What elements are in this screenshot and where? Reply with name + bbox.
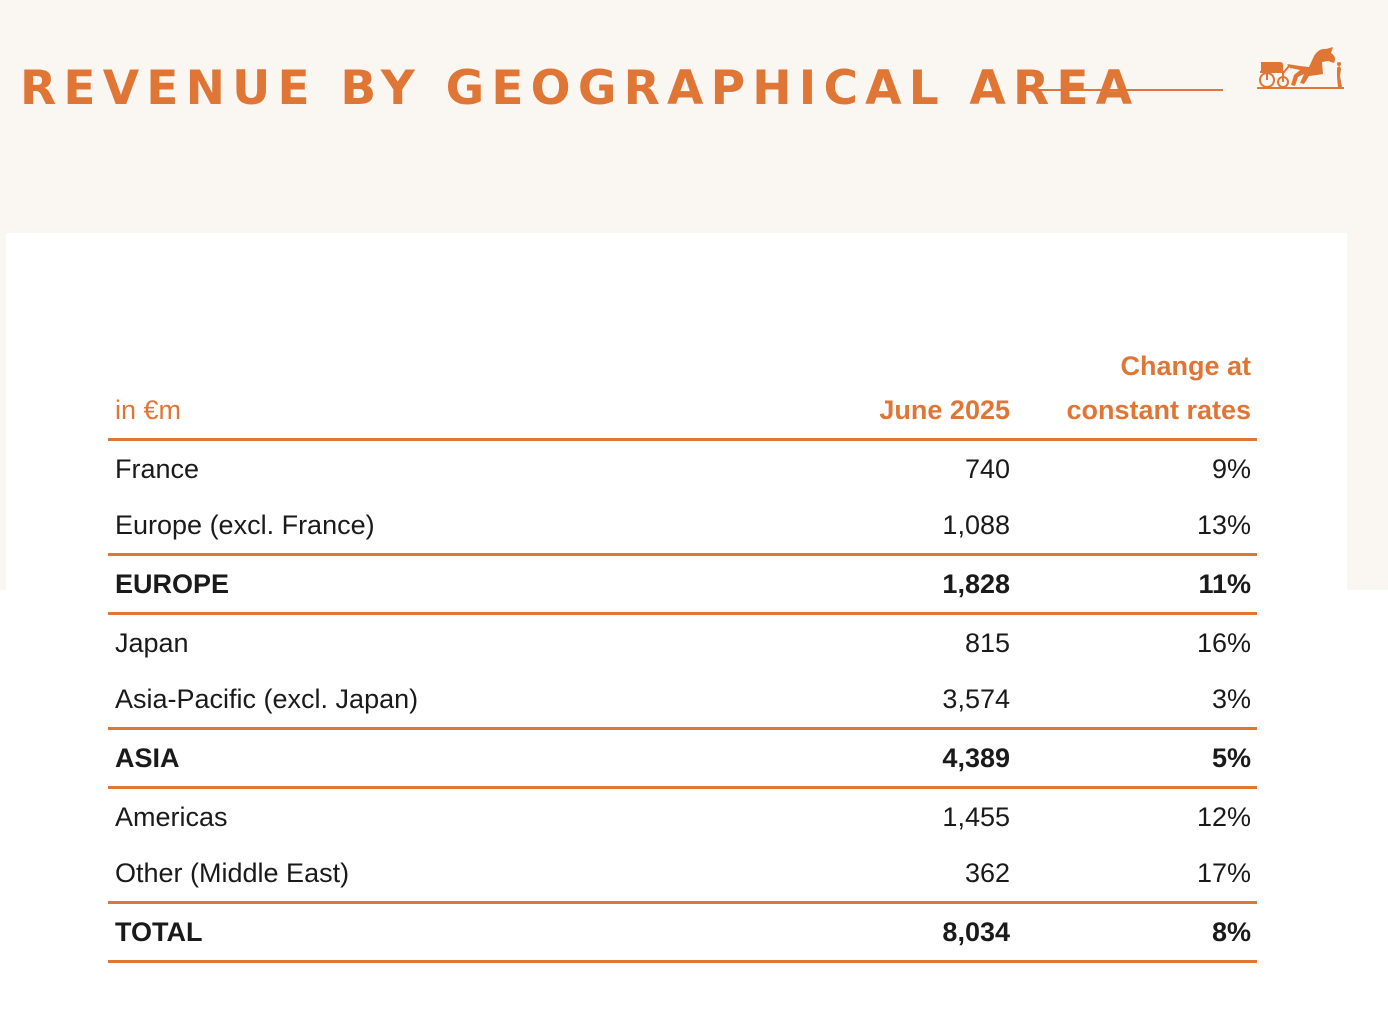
unit-header: in €m bbox=[108, 344, 845, 441]
revenue-value: 1,455 bbox=[942, 801, 1010, 832]
revenue-value: 3,574 bbox=[845, 671, 1010, 730]
region-label: TOTAL bbox=[108, 902, 845, 963]
june-2025-header: June 2025 bbox=[845, 344, 1010, 441]
change-value: 3% bbox=[1010, 671, 1257, 730]
revenue-value: 362 bbox=[845, 845, 1010, 904]
region-label: EUROPE bbox=[108, 554, 845, 615]
change-value: 9% bbox=[1211, 453, 1251, 484]
revenue-table: in €m June 2025 Change at constant rates … bbox=[108, 344, 1257, 963]
change-header-line1: Change at bbox=[1120, 351, 1251, 381]
revenue-value: 4,389 bbox=[845, 728, 1010, 789]
table-row: Americas 1,455 12% bbox=[108, 788, 1257, 846]
title-divider bbox=[1025, 89, 1223, 91]
table-row: Japan 815 16% bbox=[108, 614, 1257, 672]
change-value: 11% bbox=[1010, 554, 1257, 615]
horse-carriage-logo-icon bbox=[1257, 47, 1344, 89]
table-total-row: TOTAL 8,034 8% bbox=[108, 902, 1257, 963]
table-row: Asia-Pacific (excl. Japan) 3,574 3% bbox=[108, 671, 1257, 730]
revenue-value: 8,034 bbox=[845, 902, 1010, 963]
table-row: Other (Middle East) 362 17% bbox=[108, 845, 1257, 904]
table-total-row: EUROPE 1,828 11% bbox=[108, 554, 1257, 615]
table-row: France 740 9% bbox=[108, 440, 1257, 498]
change-value: 16% bbox=[1196, 627, 1251, 658]
table-total-row: ASIA 4,389 5% bbox=[108, 728, 1257, 789]
region-label: France bbox=[115, 453, 200, 484]
revenue-value: 1,088 bbox=[845, 497, 1010, 556]
change-value: 13% bbox=[1010, 497, 1257, 556]
table-header-row: in €m June 2025 Change at constant rates bbox=[108, 344, 1257, 441]
table-row: Europe (excl. France) 1,088 13% bbox=[108, 497, 1257, 556]
region-label: Europe (excl. France) bbox=[108, 497, 845, 556]
region-label: Asia-Pacific (excl. Japan) bbox=[108, 671, 845, 730]
region-label: ASIA bbox=[108, 728, 845, 789]
change-value: 17% bbox=[1010, 845, 1257, 904]
change-header: Change at constant rates bbox=[1010, 344, 1257, 441]
revenue-value: 815 bbox=[964, 627, 1010, 658]
change-header-line2: constant rates bbox=[1066, 395, 1251, 425]
revenue-value: 740 bbox=[964, 453, 1010, 484]
change-value: 8% bbox=[1010, 902, 1257, 963]
region-label: Japan bbox=[115, 627, 189, 658]
change-value: 5% bbox=[1010, 728, 1257, 789]
change-value: 12% bbox=[1196, 801, 1251, 832]
revenue-value: 1,828 bbox=[845, 554, 1010, 615]
region-label: Other (Middle East) bbox=[108, 845, 845, 904]
region-label: Americas bbox=[115, 801, 228, 832]
page-title: REVENUE BY GEOGRAPHICAL AREA bbox=[20, 61, 1140, 116]
